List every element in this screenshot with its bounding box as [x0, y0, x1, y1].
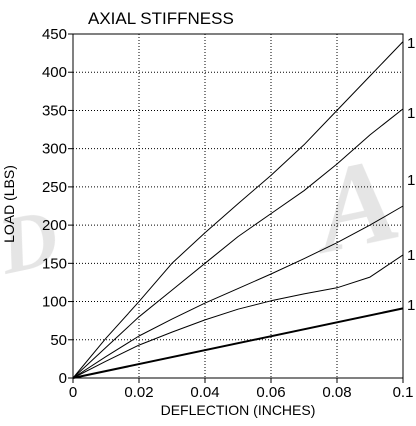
series-line-4: [72, 254, 404, 379]
series-line-2: [72, 108, 404, 379]
svg-text:1: 1: [407, 297, 415, 314]
x-tick-label: 0: [69, 384, 77, 401]
series-line-1: [72, 41, 404, 379]
y-tick-label: 150: [42, 255, 67, 272]
curve-end-markers: 1 1 1 1 1: [407, 35, 415, 314]
y-tick-label: 400: [42, 64, 67, 81]
x-axis-title: DEFLECTION (INCHES): [161, 402, 316, 418]
svg-text:1: 1: [407, 105, 415, 122]
x-tick-labels: 0 0.02 0.04 0.06 0.08 0.1: [69, 384, 414, 401]
y-tick-label: 250: [42, 179, 67, 196]
chart-title: AXIAL STIFFNESS: [88, 9, 234, 28]
grid: [68, 33, 404, 383]
x-tick-label: 0.04: [190, 384, 219, 401]
y-tick-label: 350: [42, 102, 67, 119]
svg-text:1: 1: [407, 35, 415, 52]
y-tick-label: 300: [42, 141, 67, 158]
y-tick-label: 100: [42, 294, 67, 311]
y-tick-label: 50: [50, 332, 67, 349]
series-line-3: [72, 205, 404, 379]
x-tick-label: 0.08: [322, 384, 351, 401]
y-tick-labels: 0 50 100 150 200 250 300 350 400 450: [42, 26, 67, 387]
svg-text:1: 1: [407, 247, 415, 264]
y-tick-label: 0: [59, 370, 67, 387]
y-tick-label: 450: [42, 26, 67, 43]
x-tick-label: 0.1: [393, 384, 414, 401]
x-tick-label: 0.06: [256, 384, 285, 401]
y-tick-label: 200: [42, 217, 67, 234]
series-layer: [72, 41, 404, 379]
y-axis-title: LOAD (LBS): [1, 165, 17, 243]
svg-text:A: A: [297, 131, 410, 279]
x-tick-label: 0.02: [124, 384, 153, 401]
svg-text:1: 1: [407, 172, 415, 189]
series-line-5: [72, 307, 404, 379]
